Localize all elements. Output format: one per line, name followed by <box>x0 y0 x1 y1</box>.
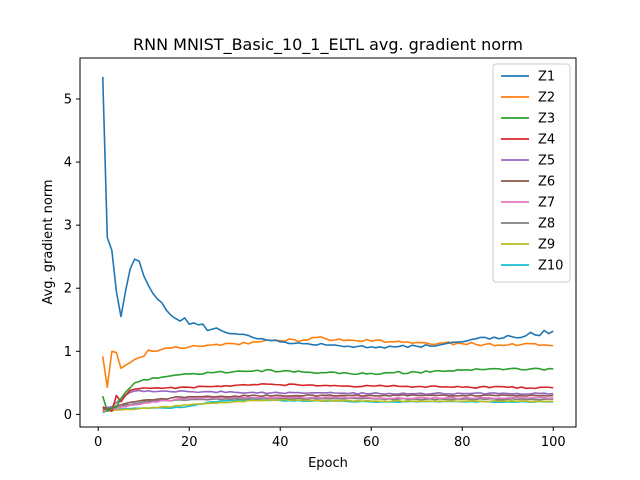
series-line-z3 <box>101 367 554 413</box>
y-tick-label: 1 <box>64 345 72 360</box>
legend-label-z3: Z3 <box>538 112 555 127</box>
x-tick-label: 0 <box>94 435 102 450</box>
legend-label-z5: Z5 <box>538 154 555 169</box>
series-layer <box>101 76 554 414</box>
x-tick-label: 80 <box>454 435 471 450</box>
series-line-z1 <box>101 76 554 349</box>
x-axis-label: Epoch <box>308 456 348 471</box>
chart-title: RNN MNIST_Basic_10_1_ELTL avg. gradient … <box>133 35 523 55</box>
series-line-z8 <box>102 397 554 413</box>
series-line-z4 <box>102 383 554 413</box>
legend-label-z10: Z10 <box>538 259 563 274</box>
y-tick-label: 4 <box>64 156 72 171</box>
x-tick-label: 100 <box>541 435 566 450</box>
y-tick-label: 0 <box>64 408 72 423</box>
x-tick-label: 60 <box>363 435 380 450</box>
y-tick-label: 2 <box>64 282 72 297</box>
series-line-z9 <box>102 398 554 413</box>
legend: Z1 Z2 Z3 Z4 Z5 Z6 Z7 Z8 Z9 Z10 <box>492 63 571 283</box>
y-tick-label: 5 <box>64 93 72 108</box>
legend-label-z4: Z4 <box>538 133 555 148</box>
series-line-z6 <box>102 393 554 411</box>
series-line-z7 <box>102 395 554 412</box>
legend-label-z2: Z2 <box>538 91 555 106</box>
y-axis: 0 1 2 3 4 5 <box>64 93 80 423</box>
legend-label-z8: Z8 <box>538 217 555 232</box>
legend-label-z6: Z6 <box>538 175 555 190</box>
x-axis: 0 20 40 60 80 100 <box>94 427 566 450</box>
legend-label-z1: Z1 <box>538 70 555 85</box>
x-tick-label: 20 <box>181 435 198 450</box>
plot-area-frame <box>79 57 577 428</box>
x-tick-label: 40 <box>272 435 289 450</box>
y-axis-label: Avg. gradient norm <box>41 179 56 304</box>
legend-label-z7: Z7 <box>538 196 555 211</box>
y-tick-label: 3 <box>64 219 72 234</box>
series-line-z2 <box>101 336 554 389</box>
series-line-z5 <box>102 389 554 409</box>
legend-label-z9: Z9 <box>538 238 555 253</box>
